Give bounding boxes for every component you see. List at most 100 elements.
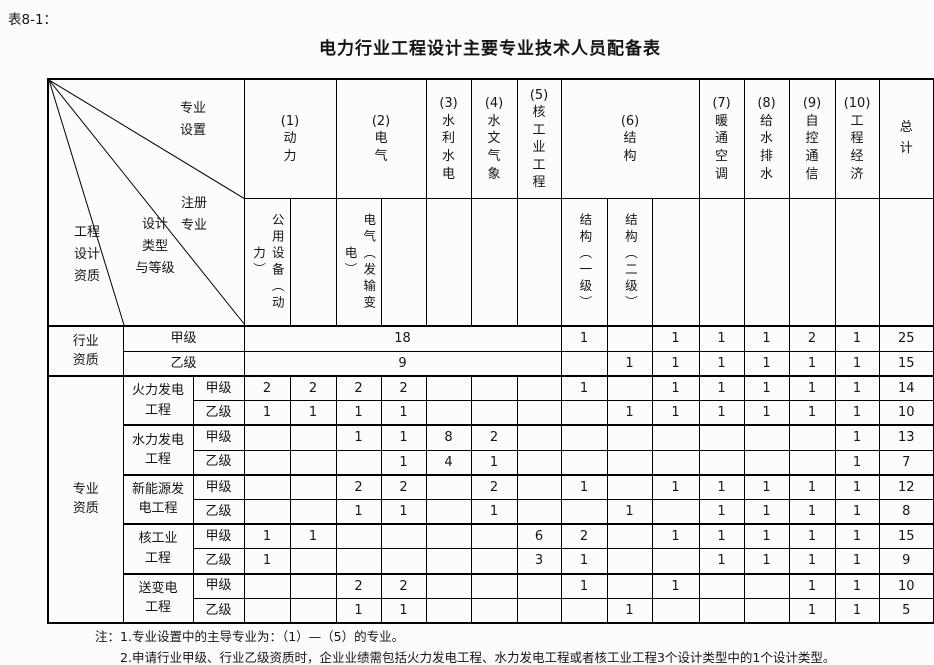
value-cell: 1 <box>743 498 790 525</box>
value-cell: 1 <box>335 597 382 624</box>
value-cell <box>425 473 472 500</box>
value-cell <box>289 424 337 451</box>
value-cell <box>560 498 608 525</box>
col-header-economics: (10) 工 程 经 济 <box>834 78 880 200</box>
value-cell <box>560 597 608 624</box>
value-cell <box>516 473 562 500</box>
value-cell: 1 <box>335 424 382 451</box>
subheader-empty <box>289 198 337 327</box>
value-cell <box>470 572 518 599</box>
value-cell: 1 <box>788 572 836 599</box>
value-cell <box>289 548 337 574</box>
value-cell <box>560 424 608 451</box>
value-cell <box>425 572 472 599</box>
grade-cell: 乙级 <box>192 597 245 624</box>
col-header-automation: (9) 自 控 通 信 <box>788 78 836 200</box>
value-cell <box>651 424 700 451</box>
section-label-professional: 专业 资质 <box>47 375 124 624</box>
value-cell: 1 <box>698 523 745 550</box>
value-cell <box>425 523 472 550</box>
value-cell: 1 <box>560 375 608 402</box>
subheader-empty <box>743 198 790 327</box>
corner-label-qualification: 工程 设计 资质 <box>73 225 100 285</box>
grade-cell: 乙级 <box>192 449 245 476</box>
value-cell: 3 <box>516 548 562 574</box>
grade-cell: 甲级 <box>192 572 245 599</box>
value-cell <box>560 400 608 426</box>
value-cell <box>470 400 518 426</box>
value-cell <box>335 548 382 574</box>
value-cell: 1 <box>380 449 427 476</box>
value-cell: 1 <box>788 523 836 550</box>
value-cell: 1 <box>698 375 745 402</box>
value-cell <box>335 523 382 550</box>
total-cell: 13 <box>878 424 934 451</box>
value-cell: 8 <box>425 424 472 451</box>
value-cell: 1 <box>788 400 836 426</box>
corner-label-specialty-setup: 专业 设置 <box>179 101 206 139</box>
value-cell: 1 <box>788 597 836 624</box>
value-cell <box>289 473 337 500</box>
value-cell: 4 <box>425 449 472 476</box>
value-cell <box>243 597 291 624</box>
value-cell: 2 <box>380 473 427 500</box>
value-cell <box>289 572 337 599</box>
merged-value-cell: 9 <box>243 350 562 377</box>
value-cell <box>651 498 700 525</box>
value-cell: 1 <box>606 597 653 624</box>
value-cell: 1 <box>651 325 700 352</box>
value-cell: 1 <box>380 597 427 624</box>
project-type-cell: 核工业 工程 <box>122 523 194 575</box>
value-cell: 2 <box>335 572 382 599</box>
value-cell: 1 <box>834 449 880 476</box>
value-cell <box>425 498 472 525</box>
value-cell <box>560 350 608 377</box>
subheader-empty <box>878 198 934 327</box>
value-cell: 1 <box>698 350 745 377</box>
value-cell <box>425 375 472 402</box>
value-cell <box>516 597 562 624</box>
subheader-structure-grade1: 结构（一级） <box>560 198 608 327</box>
value-cell <box>606 523 653 550</box>
value-cell: 1 <box>788 375 836 402</box>
value-cell: 2 <box>289 375 337 402</box>
value-cell: 1 <box>743 473 790 500</box>
value-cell: 1 <box>698 473 745 500</box>
value-cell: 1 <box>651 473 700 500</box>
grade-cell: 甲级 <box>122 325 245 352</box>
value-cell <box>243 572 291 599</box>
value-cell <box>743 424 790 451</box>
value-cell: 1 <box>651 375 700 402</box>
value-cell: 1 <box>289 400 337 426</box>
value-cell <box>698 572 745 599</box>
value-cell <box>470 597 518 624</box>
note-item: 2.申请行业甲级、行业乙级资质时，企业业绩需包括火力发电工程、水力发电工程或者核… <box>120 650 836 665</box>
subheader-electrical-registered: 电气（发输变 电） <box>335 198 382 327</box>
value-cell: 1 <box>243 548 291 574</box>
value-cell: 2 <box>788 325 836 352</box>
col-header-hydraulic: (3) 水 利 水 电 <box>425 78 472 200</box>
value-cell: 1 <box>834 597 880 624</box>
value-cell: 1 <box>834 400 880 426</box>
value-cell: 1 <box>834 572 880 599</box>
value-cell: 2 <box>243 375 291 402</box>
value-cell <box>516 449 562 476</box>
value-cell <box>651 449 700 476</box>
grade-cell: 甲级 <box>192 424 245 451</box>
subheader-empty <box>380 198 427 327</box>
section-label-industry: 行业 资质 <box>47 325 124 377</box>
value-cell: 1 <box>470 449 518 476</box>
value-cell: 2 <box>380 375 427 402</box>
col-header-total: 总 计 <box>878 78 934 200</box>
subheader-empty <box>788 198 836 327</box>
corner-label-registered-specialty: 注册 专业 <box>180 196 207 234</box>
value-cell: 1 <box>698 548 745 574</box>
col-header-hvac: (7) 暖 通 空 调 <box>698 78 745 200</box>
value-cell <box>788 424 836 451</box>
total-cell: 12 <box>878 473 934 500</box>
merged-value-cell: 18 <box>243 325 562 352</box>
value-cell <box>651 548 700 574</box>
value-cell <box>743 449 790 476</box>
value-cell: 1 <box>788 498 836 525</box>
value-cell: 1 <box>834 498 880 525</box>
